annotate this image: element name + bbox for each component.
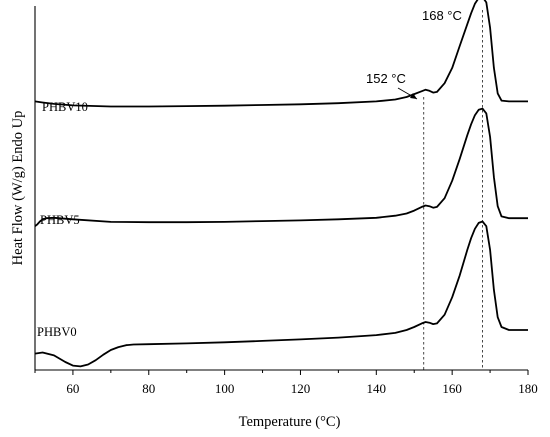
x-tick-label: 60	[66, 381, 79, 396]
annotation-152c: 152 °C	[366, 71, 406, 86]
x-tick-label: 80	[142, 381, 155, 396]
series-curve-phbv0	[34, 220, 528, 368]
series-label-phbv0: PHBV0	[37, 325, 77, 339]
x-tick-label: 140	[367, 381, 387, 396]
axes	[34, 6, 528, 371]
x-tick-label: 100	[215, 381, 235, 396]
y-axis-title: Heat Flow (W/g) Endo Up	[10, 111, 26, 266]
x-ticks: 60 80 100 120 140 160 180	[34, 370, 538, 396]
series-label-phbv10: PHBV10	[42, 100, 88, 114]
series-curves	[34, 0, 528, 368]
x-tick-label: 120	[291, 381, 311, 396]
reference-lines	[423, 10, 483, 370]
x-tick-label: 160	[442, 381, 462, 396]
series-curve-phbv10	[34, 0, 528, 108]
annotation-arrowhead	[410, 93, 417, 99]
annotations: 152 °C 168 °C	[366, 8, 462, 100]
x-axis-title: Temperature (°C)	[239, 414, 341, 430]
series-labels: PHBV10 PHBV5 PHBV0	[37, 100, 88, 339]
series-label-phbv5: PHBV5	[40, 213, 80, 227]
series-curve-phbv5	[34, 107, 528, 227]
x-tick-label: 180	[518, 381, 538, 396]
annotation-168c: 168 °C	[422, 8, 462, 23]
